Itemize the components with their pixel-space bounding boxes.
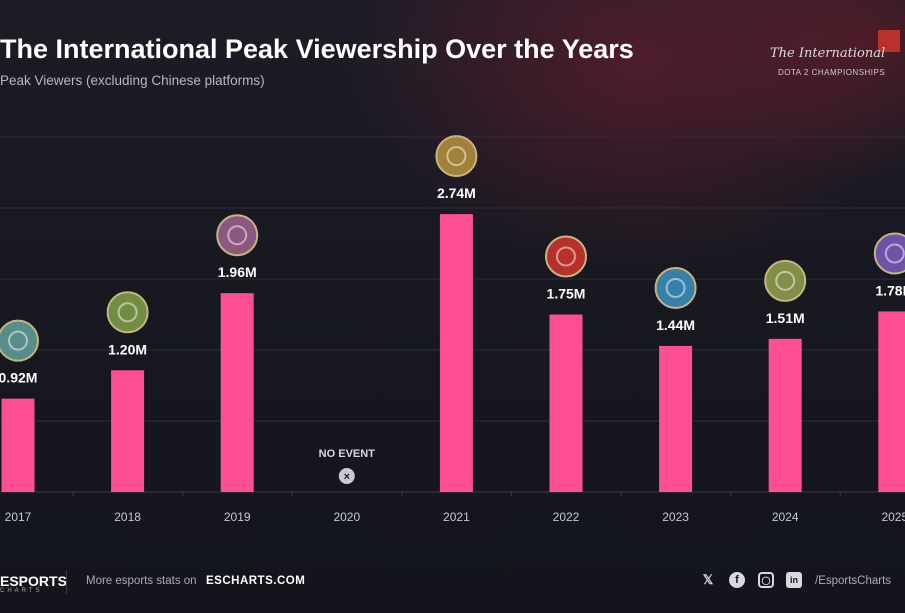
- x-tick-label: 2025: [881, 510, 905, 524]
- bar-chart: 2017 0.92M 2018 1.20M 2019 1.96M 2020 NO EVENT ×…: [0, 135, 905, 524]
- data-label: 1.44M: [656, 317, 695, 333]
- close-icon: ×: [344, 471, 350, 483]
- instagram-icon[interactable]: ◯: [758, 572, 774, 588]
- linkedin-icon[interactable]: in: [786, 572, 802, 588]
- data-label: 2.74M: [437, 185, 476, 201]
- aegis-trophy-detail: [775, 270, 796, 291]
- bar: [111, 370, 145, 492]
- facebook-icon[interactable]: f: [729, 572, 745, 588]
- bar: [878, 311, 905, 492]
- aegis-trophy-detail: [8, 330, 28, 351]
- aegis-trophy-icon: [764, 259, 807, 302]
- bar: [220, 293, 254, 492]
- x-tick-label: 2018: [114, 510, 141, 524]
- logo-subtext: DOTA 2 CHAMPIONSHIPS: [778, 68, 886, 77]
- aegis-trophy-detail: [227, 225, 248, 246]
- brand-logo: ESPORTS: [0, 573, 67, 589]
- bar: [768, 338, 802, 492]
- escharts-link[interactable]: ESCHARTS.COM: [206, 575, 306, 587]
- aegis-trophy-icon: [873, 232, 905, 275]
- aegis-trophy-icon: [0, 319, 39, 362]
- data-label: 0.92M: [0, 370, 37, 386]
- data-label: 1.51M: [766, 310, 805, 326]
- aegis-trophy-detail: [665, 277, 686, 298]
- data-label: 1.20M: [108, 341, 147, 357]
- x-tick-label: 2022: [553, 510, 580, 524]
- bar: [439, 214, 473, 493]
- x-tick-label: 2024: [772, 510, 799, 524]
- x-tick-label: 2021: [443, 510, 470, 524]
- dota-logo-icon: [878, 30, 900, 52]
- x-tick-label: 2019: [224, 510, 251, 524]
- data-label: 1.96M: [218, 264, 257, 280]
- aegis-trophy-icon: [106, 291, 149, 334]
- aegis-trophy-detail: [117, 302, 138, 323]
- aegis-trophy-icon: [216, 214, 259, 257]
- aegis-trophy-detail: [446, 146, 467, 167]
- bar: [659, 345, 693, 492]
- chart-title: The International Peak Viewership Over t…: [0, 34, 634, 64]
- brand-sub: CHARTS: [0, 588, 43, 594]
- the-international-logo: The International DOTA 2 CHAMPIONSHIPS: [770, 30, 900, 90]
- x-tick-label: 2020: [333, 510, 360, 524]
- no-event-label: NO EVENT: [319, 448, 376, 460]
- aegis-trophy-icon: [545, 235, 587, 278]
- aegis-trophy-icon: [654, 266, 697, 309]
- footer-divider: [66, 570, 67, 594]
- logo-text: The International: [770, 46, 886, 61]
- x-tick-label: 2023: [662, 510, 689, 524]
- no-event-icon: [338, 468, 355, 484]
- social-handle[interactable]: /EsportsCharts: [815, 575, 892, 587]
- data-label: 1.78M: [875, 282, 905, 298]
- x-tick-label: 2017: [5, 510, 32, 524]
- aegis-trophy-icon: [435, 135, 478, 178]
- footer-more-text: More esports stats on: [86, 575, 197, 587]
- bar: [549, 314, 583, 492]
- aegis-trophy-detail: [884, 243, 905, 264]
- x-icon[interactable]: 𝕏: [702, 572, 714, 587]
- data-label: 1.75M: [547, 286, 586, 302]
- aegis-trophy-detail: [556, 246, 576, 267]
- chart-subtitle: Peak Viewers (excluding Chinese platform…: [0, 73, 265, 88]
- bar: [1, 398, 35, 492]
